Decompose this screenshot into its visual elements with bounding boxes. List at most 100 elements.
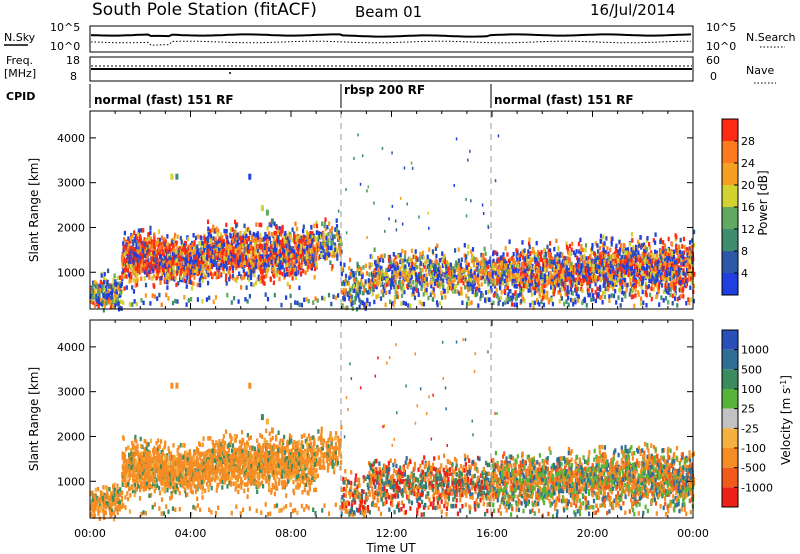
power-cell: [284, 230, 287, 236]
power-cell: [621, 258, 625, 264]
power-cell: [630, 291, 633, 296]
power-cell: [494, 280, 497, 285]
power-cell: [133, 237, 136, 242]
power-cell: [140, 240, 143, 246]
power-cell: [620, 271, 623, 277]
power-cell: [627, 272, 630, 277]
power-cell: [232, 246, 235, 252]
power-cell: [340, 266, 344, 272]
power-cell: [185, 279, 188, 284]
power-cell: [207, 226, 210, 232]
power-cell: [169, 268, 172, 273]
power-cell: [226, 292, 229, 298]
power-cell: [538, 265, 541, 271]
power-cell: [182, 252, 185, 257]
power-cell: [306, 244, 309, 250]
power-cell: [91, 291, 94, 297]
power-cell: [298, 302, 301, 307]
power-cell: [522, 277, 525, 282]
power-cell: [474, 289, 477, 295]
power-cell: [159, 254, 162, 259]
power-cell: [576, 293, 579, 299]
power-cell: [526, 269, 529, 275]
power-cell: [258, 222, 261, 228]
power-cell: [250, 282, 253, 287]
power-cell: [385, 267, 388, 273]
power-cell: [393, 284, 396, 290]
power-cell: [259, 279, 262, 284]
power-cell: [467, 262, 470, 267]
power-cell: [496, 251, 499, 257]
power-cell: [391, 272, 394, 277]
power-cell: [191, 266, 194, 271]
power-cell: [560, 286, 563, 292]
power-cell: [539, 254, 543, 259]
power-cell: [113, 288, 116, 294]
power-cell: [180, 277, 183, 283]
power-cell: [339, 261, 342, 266]
power-cell: [184, 259, 187, 264]
power-cell: [606, 246, 609, 251]
power-cell: [230, 300, 233, 305]
power-cell: [587, 288, 590, 293]
power-cell: [428, 247, 431, 252]
power-cell: [206, 254, 209, 260]
power-cell: [119, 306, 122, 311]
power-cell: [218, 255, 221, 260]
power-cell: [313, 236, 316, 242]
power-cell: [629, 257, 632, 262]
power-cell: [583, 253, 586, 259]
power-cell: [425, 277, 428, 282]
power-cell: [600, 239, 603, 244]
power-cell: [555, 257, 558, 262]
power-cell: [273, 292, 276, 298]
power-cell: [585, 256, 588, 261]
power-cell: [621, 279, 624, 285]
power-cell: [136, 253, 139, 258]
power-cell: [522, 271, 525, 276]
power-cell: [226, 266, 229, 272]
power-cell: [602, 247, 605, 253]
power-cell: [234, 248, 237, 254]
power-cell: [411, 265, 414, 270]
power-cell: [581, 247, 584, 253]
power-cell: [602, 234, 605, 240]
power-cell: [190, 246, 193, 251]
power-cell: [356, 267, 359, 273]
power-cell: [555, 269, 559, 274]
power-cell: [321, 221, 324, 227]
power-cell: [254, 259, 257, 265]
power-cell: [617, 295, 620, 300]
power-cell: [194, 259, 197, 265]
power-cell: [273, 221, 276, 227]
power-cell: [232, 238, 235, 243]
power-cell: [552, 291, 555, 297]
power-cell: [149, 225, 152, 231]
power-cell: [241, 257, 244, 263]
power-cell: [593, 252, 597, 257]
power-cell: [634, 257, 637, 263]
power-cell: [128, 261, 131, 266]
power-cell: [277, 263, 280, 268]
power-cell: [607, 253, 610, 258]
power-cell: [160, 302, 163, 308]
power-cell: [186, 265, 189, 270]
power-cell: [270, 256, 273, 261]
power-cell: [350, 302, 353, 307]
power-cell: [212, 236, 215, 241]
power-cell: [97, 299, 100, 304]
power-cell: [394, 285, 397, 291]
power-cell: [273, 269, 276, 274]
power-cell: [156, 264, 159, 269]
power-cell: [103, 271, 106, 277]
power-cell: [244, 297, 247, 302]
power-cell: [470, 249, 473, 254]
power-cell: [140, 258, 143, 264]
power-cell: [219, 265, 222, 270]
power-cell: [392, 263, 395, 268]
power-cell: [459, 262, 462, 268]
power-cell: [182, 246, 185, 252]
power-cell: [202, 272, 205, 277]
power-cell: [262, 262, 265, 267]
power-cell: [448, 277, 451, 282]
